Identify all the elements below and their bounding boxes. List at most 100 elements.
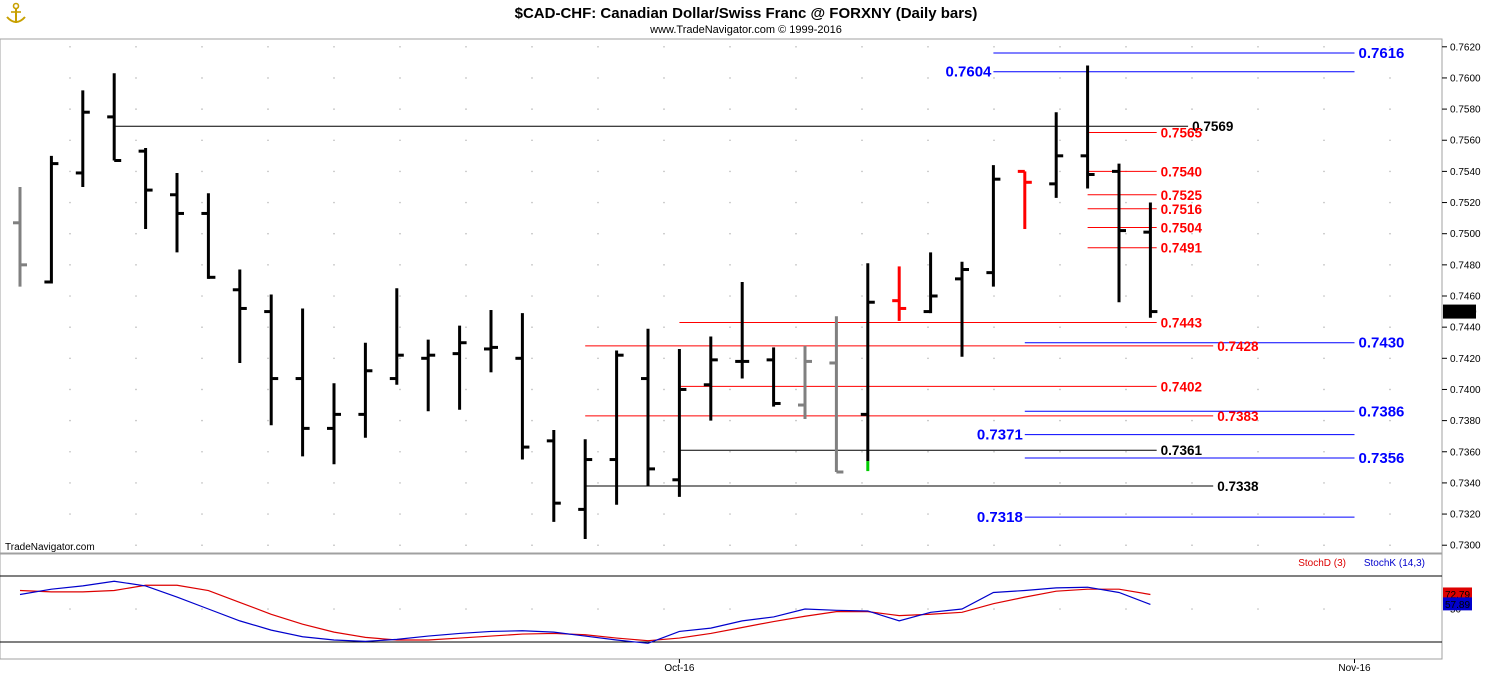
price-panel-frame — [0, 38, 1443, 554]
grid-dot — [531, 108, 533, 110]
grid-dot — [795, 544, 797, 547]
grid-dot — [201, 295, 203, 297]
indicator-panel-frame — [0, 553, 1443, 660]
watermark: TradeNavigator.com — [5, 542, 95, 553]
grid-dot — [729, 419, 731, 422]
grid-dot — [201, 108, 203, 110]
x-axis: Oct-16 Nov-16 — [664, 659, 1371, 674]
grid-dot — [1191, 608, 1193, 610]
y-tick-label: 0.7340 — [1450, 478, 1481, 489]
grid-dot — [795, 170, 797, 173]
grid-dot — [69, 326, 71, 328]
grid-dot — [927, 608, 929, 610]
grid-dot — [1389, 45, 1391, 48]
price-axis: 0.7300 0.7320 0.7340 0.7360 0.7380 0.7400 0.74… — [1442, 42, 1481, 552]
y-tick-label: 0.7420 — [1450, 354, 1481, 365]
grid-dot — [1323, 357, 1325, 360]
grid-dot — [927, 419, 929, 422]
grid-dot — [795, 482, 797, 484]
grid-dot — [201, 77, 203, 79]
y-tick-label: 0.7480 — [1450, 260, 1481, 271]
grid-dot — [993, 388, 995, 391]
grid-dot — [201, 419, 203, 422]
grid-dot — [333, 357, 335, 360]
grid-dot — [663, 108, 665, 110]
grid-dot — [465, 419, 467, 422]
grid-dot — [465, 139, 467, 142]
grid-dot — [1257, 450, 1259, 453]
grid-dot — [927, 45, 929, 48]
grid-dot — [267, 513, 269, 515]
grid-dot — [597, 201, 599, 204]
grid-dot — [927, 544, 929, 547]
grid-dot — [861, 170, 863, 173]
level-label: 0.7383 — [1217, 409, 1259, 424]
grid-dot — [69, 201, 71, 204]
logo — [6, 2, 26, 23]
grid-dot — [333, 482, 335, 484]
grid-dot — [1125, 139, 1127, 142]
grid-dot — [993, 295, 995, 297]
grid-dot — [267, 450, 269, 453]
grid-dot — [1323, 108, 1325, 110]
grid-dot — [1389, 450, 1391, 453]
grid-dot — [663, 513, 665, 515]
grid-dot — [1125, 357, 1127, 360]
grid-dot — [1059, 544, 1061, 547]
grid-dot — [1059, 170, 1061, 173]
grid-dot — [1257, 388, 1259, 391]
grid-dot — [333, 544, 335, 547]
x-tick-label: Nov-16 — [1338, 663, 1371, 674]
grid-dot — [1059, 450, 1061, 453]
grid-dot — [795, 608, 797, 610]
grid-dot — [135, 232, 137, 235]
grid-dot — [1125, 264, 1127, 266]
grid-dot — [531, 357, 533, 360]
grid-dot — [531, 608, 533, 610]
grid-dot — [531, 482, 533, 484]
grid-dot — [795, 201, 797, 204]
grid-dot — [927, 357, 929, 360]
grid-dot — [201, 388, 203, 391]
grid-dot — [663, 419, 665, 422]
grid-dot — [267, 45, 269, 48]
grid-dot — [531, 45, 533, 48]
grid-dot — [1125, 45, 1127, 48]
grid-dot — [927, 264, 929, 266]
grid-dot — [993, 419, 995, 422]
grid-dot — [861, 45, 863, 48]
level-label: 0.7402 — [1161, 379, 1202, 394]
level-label: 0.7430 — [1359, 335, 1405, 352]
grid-dot — [399, 45, 401, 48]
grid-dot — [399, 608, 401, 610]
grid-dot — [267, 482, 269, 484]
grid-dot — [927, 232, 929, 235]
grid-dot — [135, 357, 137, 360]
grid-dot — [465, 170, 467, 173]
grid-dot — [1389, 201, 1391, 204]
grid-dot — [333, 108, 335, 110]
grid-dot — [1191, 388, 1193, 391]
grid-dot — [69, 77, 71, 79]
grid-dot — [465, 608, 467, 610]
y-tick-label: 0.7620 — [1450, 42, 1481, 53]
grid-dot — [861, 419, 863, 422]
grid-dot — [795, 326, 797, 328]
grid-dot — [993, 482, 995, 484]
grid-dot — [1191, 45, 1193, 48]
grid-dot — [465, 513, 467, 515]
right-axis-border — [1442, 39, 1492, 659]
grid-dot — [1323, 450, 1325, 453]
grid-dot — [927, 388, 929, 391]
grid-dot — [993, 45, 995, 48]
grid-dot — [1191, 450, 1193, 453]
chart-copyright: www.TradeNavigator.com © 1999-2016 — [649, 24, 842, 36]
grid-dot — [465, 450, 467, 453]
grid-dot — [69, 45, 71, 48]
grid-dot — [729, 388, 731, 391]
grid-dot — [1125, 295, 1127, 297]
grid-dot — [69, 264, 71, 266]
grid-dot — [861, 264, 863, 266]
grid-dot — [861, 482, 863, 484]
grid-dot — [1389, 608, 1391, 610]
